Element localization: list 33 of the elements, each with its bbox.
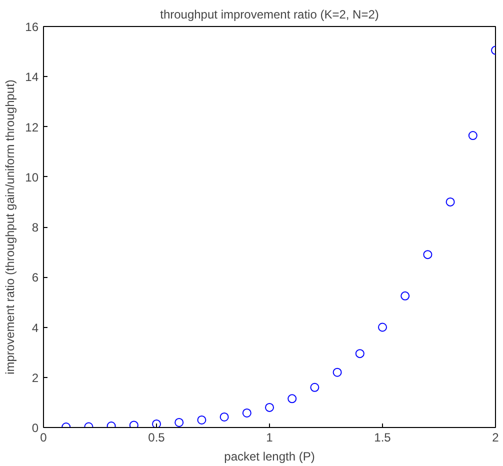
y-tick-label: 16 [25, 20, 39, 34]
point [220, 412, 229, 422]
point [242, 408, 252, 418]
x-tick-label: 1.5 [374, 430, 392, 444]
y-tick-label: 14 [25, 70, 39, 84]
point [152, 420, 161, 428]
point [378, 322, 387, 332]
x-tick-label: 1 [266, 430, 274, 444]
point [355, 349, 364, 358]
point [174, 418, 184, 427]
point [446, 197, 455, 206]
point [265, 402, 274, 412]
point [310, 382, 320, 392]
point [288, 394, 297, 404]
point [332, 368, 342, 377]
x-tick-label: 0.5 [148, 430, 166, 444]
y-tick-label: 0 [32, 421, 39, 435]
y-tick-label: 4 [32, 320, 39, 335]
y-axis-title: improvement ratio (throughput gain/uniform throughput) [3, 80, 18, 374]
x-tick-label: 2 [492, 430, 500, 444]
point [129, 420, 138, 428]
chart-title: throughput improvement ratio (K=2, N=2) [160, 8, 379, 22]
x-axis-title: packet length (P) [224, 450, 315, 464]
point [400, 291, 410, 300]
y-tick-label: 8 [32, 220, 39, 234]
y-tick-label: 12 [25, 120, 39, 134]
y-tick-label: 10 [25, 170, 39, 184]
point [423, 250, 432, 260]
point [197, 415, 206, 424]
y-tick-label: 2 [32, 370, 39, 385]
y-tick-label: 6 [32, 270, 39, 285]
point [468, 131, 478, 140]
x-tick-label: 0 [40, 430, 48, 444]
